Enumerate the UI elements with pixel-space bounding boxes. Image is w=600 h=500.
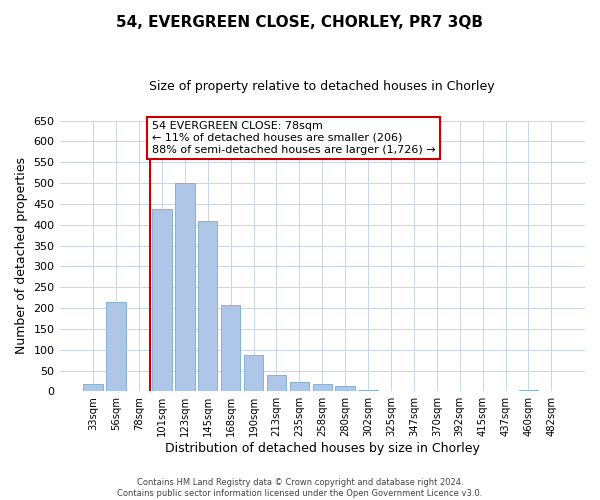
Bar [198,220,217,392]
Bar [244,355,263,392]
Bar [290,382,309,392]
Text: 54, EVERGREEN CLOSE, CHORLEY, PR7 3QB: 54, EVERGREEN CLOSE, CHORLEY, PR7 3QB [116,15,484,30]
Bar [519,390,538,392]
Text: Contains HM Land Registry data © Crown copyright and database right 2024.
Contai: Contains HM Land Registry data © Crown c… [118,478,482,498]
X-axis label: Distribution of detached houses by size in Chorley: Distribution of detached houses by size … [165,442,480,455]
Text: 54 EVERGREEN CLOSE: 78sqm
← 11% of detached houses are smaller (206)
88% of semi: 54 EVERGREEN CLOSE: 78sqm ← 11% of detac… [152,122,435,154]
Bar [152,209,172,392]
Bar [335,386,355,392]
Title: Size of property relative to detached houses in Chorley: Size of property relative to detached ho… [149,80,495,93]
Bar [313,384,332,392]
Bar [267,374,286,392]
Bar [358,390,378,392]
Y-axis label: Number of detached properties: Number of detached properties [15,158,28,354]
Bar [221,305,241,392]
Bar [83,384,103,392]
Bar [175,183,194,392]
Bar [106,302,126,392]
